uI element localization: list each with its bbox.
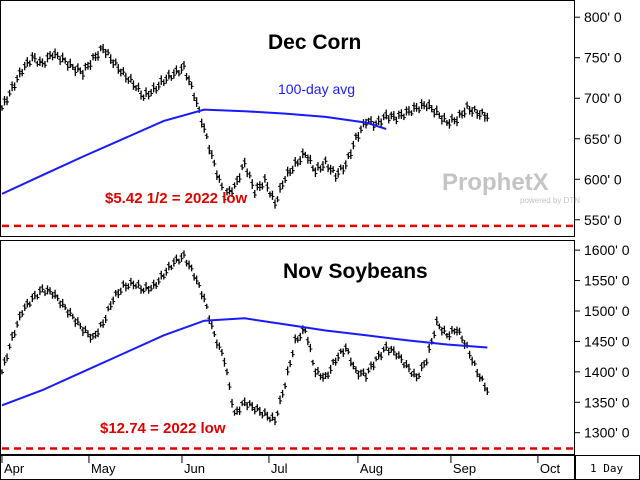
soybean-100-day-average-line [1,317,488,407]
period-label: 1 Day [590,462,623,475]
x-axis-strip [0,455,575,480]
soybean-y-ticks: 1600' 0 1550' 0 1500' 0 1450' 0 1400' 0 1350'… [575,242,630,441]
corn-y-tick-label: 800' 0 [584,9,622,25]
corn-average-label: 100-day avg [278,81,355,97]
soybean-y-tick-label: 1400' 0 [584,364,630,380]
soybean-y-tick-label: 1600' 0 [584,242,630,258]
brand-subtitle: powered by DTN [520,196,580,205]
soybean-title: Nov Soybeans [283,260,428,283]
soybean-y-tick-label: 1450' 0 [584,333,630,349]
corn-100-day-average-line [1,108,387,195]
corn-y-tick-label: 700' 0 [584,90,622,106]
corn-panel: 800' 0 750' 0 700' 0 650' 0 600' 0 550' 0 Dec… [0,0,622,237]
soybean-y-tick-label: 1350' 0 [584,394,630,410]
x-tick-label-sep: Sep [453,461,476,476]
corn-y-ticks: 800' 0 750' 0 700' 0 650' 0 600' 0 550' 0 [575,9,622,228]
soybean-y-tick-label: 1300' 0 [584,425,630,441]
corn-low-label: $5.42 1/2 = 2022 low [105,190,248,207]
prophetx-watermark: ProphetX powered by DTN [442,169,580,205]
corn-y-tick-label: 750' 0 [584,50,622,66]
corn-y-tick-label: 600' 0 [584,171,622,187]
corn-y-tick-label: 650' 0 [584,131,622,147]
x-tick-label-apr: Apr [4,461,25,476]
soybean-low-label: $12.74 = 2022 low [100,420,226,437]
soybean-panel: 1600' 0 1550' 0 1500' 0 1450' 0 1400' 0 1350'… [0,240,630,455]
x-tick-label-aug: Aug [360,461,383,476]
corn-title: Dec Corn [268,31,361,54]
period-box [575,455,640,480]
soybean-y-tick-label: 1550' 0 [584,273,630,289]
x-tick-label-jun: Jun [184,461,205,476]
corn-plot-frame [0,0,575,237]
brand-name: ProphetX [442,169,549,196]
x-tick-label-jul: Jul [271,461,288,476]
corn-y-tick-label: 550' 0 [584,212,622,228]
x-tick-label-oct: Oct [540,461,561,476]
x-axis: Apr May Jun Jul Aug Sep Oct [1,455,561,476]
soybean-y-tick-label: 1500' 0 [584,303,630,319]
soybean-price-bars [0,250,490,426]
x-tick-label-may: May [91,461,116,476]
